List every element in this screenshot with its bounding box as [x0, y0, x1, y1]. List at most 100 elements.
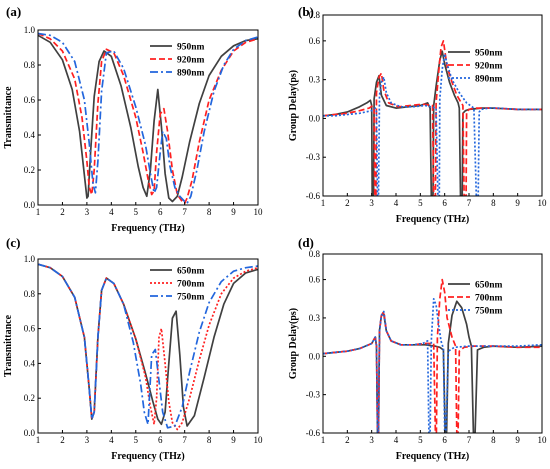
y-tick-label: 0.8	[309, 10, 321, 20]
x-tick-label: 6	[158, 435, 163, 445]
legend: 950nm 920nm 890nm	[448, 49, 503, 85]
y-axis-title: Transmittance	[3, 86, 14, 149]
series-line-700nm	[323, 278, 542, 433]
y-axis-title: Transmittance	[3, 314, 14, 377]
x-tick-label: 7	[182, 207, 187, 217]
y-tick-label: 0.6	[309, 36, 321, 46]
legend: 950nm 920nm 890nm	[150, 43, 205, 79]
x-tick-label: 10	[538, 435, 548, 445]
legend-label: 920nm	[177, 56, 205, 66]
y-tick-label: 0.2	[24, 393, 35, 403]
panel-label: (b)	[298, 4, 314, 19]
x-tick-label: 2	[60, 207, 65, 217]
y-tick-label: 0.8	[24, 289, 36, 299]
series-line-650nm	[38, 263, 258, 427]
y-tick-label: 0.3	[309, 313, 321, 323]
series-line-750nm	[323, 297, 542, 433]
x-tick-label: 4	[394, 198, 399, 208]
legend-label: 890nm	[177, 69, 205, 79]
series-line-890nm	[323, 52, 542, 196]
series-group	[38, 32, 258, 205]
panel-c: 1 2 3 4 5 6 7 8 9 10 0.0 0.2 0.4 0.6 0.8 1.0 Frequency (…	[3, 235, 263, 462]
legend: 650nm 700nm 750nm	[150, 267, 205, 303]
x-tick-label: 2	[345, 198, 350, 208]
panel-b: 1 2 3 4 5 6 7 8 9 10 -0.6 -0.3 0.0 0.3 0.6 0.8 Frequency…	[288, 4, 547, 225]
x-tick-label: 1	[321, 198, 326, 208]
legend-label: 950nm	[177, 43, 205, 53]
x-tick-label: 6	[442, 435, 447, 445]
y-tick-label: 0.0	[24, 200, 36, 210]
x-tick-label: 5	[418, 435, 423, 445]
series-line-890nm	[38, 32, 258, 205]
panel-d: 1 2 3 4 5 6 7 8 9 10 -0.6 -0.3 0.0 0.3 0.6 0.8 Frequency…	[288, 235, 547, 462]
x-tick-label: 2	[345, 435, 350, 445]
x-tick-label: 9	[231, 207, 236, 217]
x-tick-label: 4	[109, 435, 114, 445]
plot-frame	[322, 253, 543, 434]
y-tick-label: 1.0	[24, 25, 36, 35]
x-tick-label: 2	[60, 435, 65, 445]
x-tick-label: 7	[467, 198, 472, 208]
legend: 650nm 700nm 750nm	[448, 281, 503, 317]
x-tick-label: 10	[538, 198, 548, 208]
panel-label: (c)	[6, 235, 20, 250]
x-tick-label: 4	[109, 207, 114, 217]
legend-label: 700nm	[177, 280, 205, 290]
x-tick-label: 7	[467, 435, 472, 445]
y-tick-label: 0.4	[24, 358, 36, 368]
x-tick-label: 10	[254, 435, 264, 445]
x-tick-label: 9	[515, 435, 520, 445]
y-tick-label: -0.6	[306, 428, 321, 438]
x-tick-label: 5	[134, 207, 139, 217]
x-tick-label: 3	[369, 198, 374, 208]
x-tick-label: 5	[134, 435, 139, 445]
y-tick-label: 0.8	[24, 60, 36, 70]
series-line-950nm	[38, 34, 258, 203]
legend-label: 920nm	[475, 62, 503, 72]
series-line-700nm	[38, 263, 258, 431]
y-axis-title: Group Delay(ps)	[288, 308, 299, 379]
x-axis-title: Frequency (THz)	[396, 214, 469, 225]
y-tick-label: 1.0	[24, 254, 36, 264]
x-tick-label: 3	[85, 435, 90, 445]
y-tick-label: 0.2	[24, 165, 35, 175]
x-tick-label: 9	[231, 435, 236, 445]
series-group	[323, 278, 542, 433]
legend-label: 750nm	[177, 293, 205, 303]
legend-label: 750nm	[475, 307, 503, 317]
x-tick-label: 3	[85, 207, 90, 217]
y-tick-label: 0.6	[24, 324, 36, 334]
x-tick-label: 8	[207, 207, 212, 217]
x-tick-label: 1	[321, 435, 326, 445]
x-tick-label: 1	[36, 207, 41, 217]
legend-label: 650nm	[475, 281, 503, 291]
y-tick-label: -0.3	[306, 390, 321, 400]
panel-label: (d)	[298, 235, 314, 250]
series-line-920nm	[38, 32, 258, 205]
y-tick-label: 0.3	[309, 75, 321, 85]
x-tick-label: 10	[254, 207, 264, 217]
x-tick-label: 4	[394, 435, 399, 445]
y-tick-label: 0.0	[309, 351, 321, 361]
y-tick-label: 0.0	[24, 428, 36, 438]
x-tick-label: 7	[182, 435, 187, 445]
panel-a: 1 2 3 4 5 6 7 8 9 10 0.0 0.2 0.4 0.6 0.8 1.0 Frequency (…	[3, 4, 263, 234]
legend-label: 700nm	[475, 294, 503, 304]
legend-label: 890nm	[475, 75, 503, 85]
x-tick-label: 5	[418, 198, 423, 208]
y-tick-label: -0.3	[306, 152, 321, 162]
panel-label: (a)	[6, 4, 21, 19]
x-axis-title: Frequency (THz)	[111, 451, 184, 462]
y-tick-label: 0.0	[309, 113, 321, 123]
plot-frame	[322, 14, 543, 197]
y-tick-label: 0.6	[309, 275, 321, 285]
plot-frame	[37, 29, 259, 206]
y-tick-label: -0.6	[306, 191, 321, 201]
x-tick-label: 6	[158, 207, 163, 217]
y-axis-title: Group Delay(ps)	[288, 70, 299, 141]
x-tick-label: 1	[36, 435, 41, 445]
plot-frame	[37, 258, 259, 434]
x-tick-label: 6	[442, 198, 447, 208]
y-tick-label: 0.4	[24, 130, 36, 140]
